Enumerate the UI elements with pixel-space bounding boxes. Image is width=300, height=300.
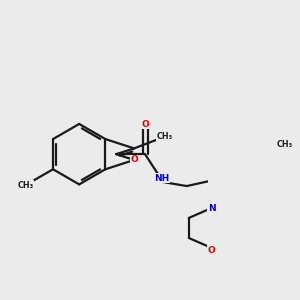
Text: O: O <box>208 246 215 255</box>
Text: CH₃: CH₃ <box>18 181 34 190</box>
Text: N: N <box>208 204 215 213</box>
Text: CH₃: CH₃ <box>157 132 172 141</box>
Text: O: O <box>130 155 138 164</box>
Text: NH: NH <box>154 174 169 183</box>
Text: O: O <box>141 120 149 129</box>
Text: CH₃: CH₃ <box>276 140 292 149</box>
